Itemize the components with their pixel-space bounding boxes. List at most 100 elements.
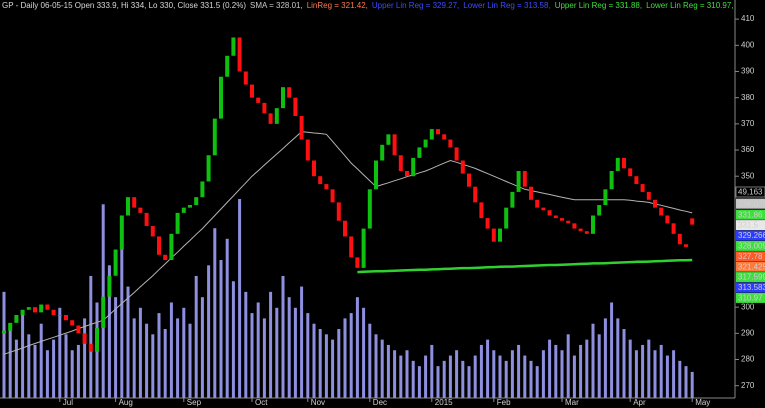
candle-body [336, 202, 341, 221]
volume-bar [275, 307, 279, 398]
x-tick-label: Sep [187, 398, 202, 407]
volume-bar [324, 334, 328, 398]
volume-bar [399, 355, 403, 398]
candle-body [349, 236, 354, 258]
x-tick-label: Feb [497, 398, 511, 407]
candle-body [405, 170, 409, 177]
value-label-box [736, 198, 765, 209]
candle-body [429, 129, 434, 140]
volume-bar [597, 334, 601, 398]
volume-bar [120, 222, 124, 398]
volume-bar [200, 297, 204, 398]
candle-body [615, 157, 620, 171]
x-tick-label: Aug [119, 398, 133, 407]
y-tick-label: 380 [741, 93, 755, 102]
volume-bar [672, 350, 676, 398]
candle-body [281, 87, 285, 109]
volume-bar [641, 344, 645, 398]
volume-bar [368, 323, 372, 398]
volume-bar [188, 323, 192, 398]
candle-body [436, 129, 440, 135]
volume-bar [318, 329, 322, 398]
candle-body [256, 97, 261, 103]
volume-bar [89, 275, 93, 398]
volume-bar [250, 313, 254, 398]
volume-bar [603, 318, 607, 398]
title-item: Upper Lin Reg = 331.88, [555, 1, 642, 10]
volume-bar [176, 318, 180, 398]
x-tick-label: May [695, 398, 710, 407]
candle-body [498, 228, 502, 242]
volume-bar [374, 334, 378, 398]
volume-bar [287, 297, 291, 398]
value-label-box [736, 251, 765, 262]
candle-body [181, 207, 186, 213]
volume-bar [8, 329, 12, 398]
x-tick-label: 2015 [435, 398, 453, 407]
candle-body [541, 207, 546, 211]
candle-body [163, 254, 168, 261]
x-tick-label: Apr [633, 398, 646, 407]
y-tick-label: 350 [741, 171, 755, 180]
volume-bar [194, 275, 198, 398]
volume-bar [492, 350, 496, 398]
volume-bar [362, 307, 366, 398]
candle-body [33, 307, 37, 313]
y-tick-label: 390 [741, 67, 755, 76]
candle-body [119, 215, 124, 250]
candle-body [113, 249, 118, 276]
value-label-box [736, 230, 765, 241]
volume-bar [579, 344, 583, 398]
candle-body [206, 155, 211, 182]
volume-bar [535, 366, 539, 398]
volume-bar [529, 360, 533, 398]
volume-bar [281, 275, 285, 398]
volume-bar [684, 366, 688, 398]
candle-body [504, 207, 509, 229]
volume-bar [145, 323, 149, 398]
value-label-box [736, 220, 765, 231]
volume-bar [486, 339, 490, 398]
volume-bar [213, 228, 217, 398]
volume-bar [690, 371, 694, 398]
candle-body [39, 304, 44, 313]
volume-bar [510, 350, 514, 398]
candle-body [622, 157, 626, 169]
candle-body [535, 199, 540, 208]
volume-bar [436, 366, 440, 398]
candle-body [591, 215, 595, 234]
volume-bar [306, 313, 310, 398]
candle-body [634, 176, 639, 185]
value-label: 331.5 [738, 221, 759, 230]
candle-body [355, 257, 360, 268]
candle-body [268, 113, 273, 124]
volume-bar [256, 302, 260, 398]
volume-bar [244, 291, 248, 398]
volume-bar [647, 339, 651, 398]
candle-layer [2, 37, 695, 352]
candle-body [8, 322, 13, 331]
candle-body [460, 160, 465, 174]
candle-body [138, 207, 143, 213]
volume-label-box [735, 186, 765, 198]
volume-bar [207, 265, 211, 398]
volume-bar [83, 318, 87, 398]
candle-body [516, 170, 521, 192]
candle-body [293, 97, 298, 116]
candle-body [553, 215, 558, 219]
candle-body [640, 184, 645, 192]
y-tick-label: 290 [741, 328, 755, 337]
candle-body [454, 147, 459, 161]
x-tick-label: Nov [311, 398, 325, 407]
candle-body [299, 115, 304, 140]
candle-body [76, 325, 81, 334]
volume-bar [430, 344, 434, 398]
candle-body [231, 37, 236, 56]
volume-bar [628, 339, 632, 398]
candle-body [274, 108, 279, 124]
candle-body [14, 314, 19, 323]
candle-body [547, 210, 552, 216]
y-tick-label: 300 [741, 302, 755, 311]
x-tick-label: Jul [63, 398, 73, 407]
volume-label: 49,163 [738, 188, 763, 197]
